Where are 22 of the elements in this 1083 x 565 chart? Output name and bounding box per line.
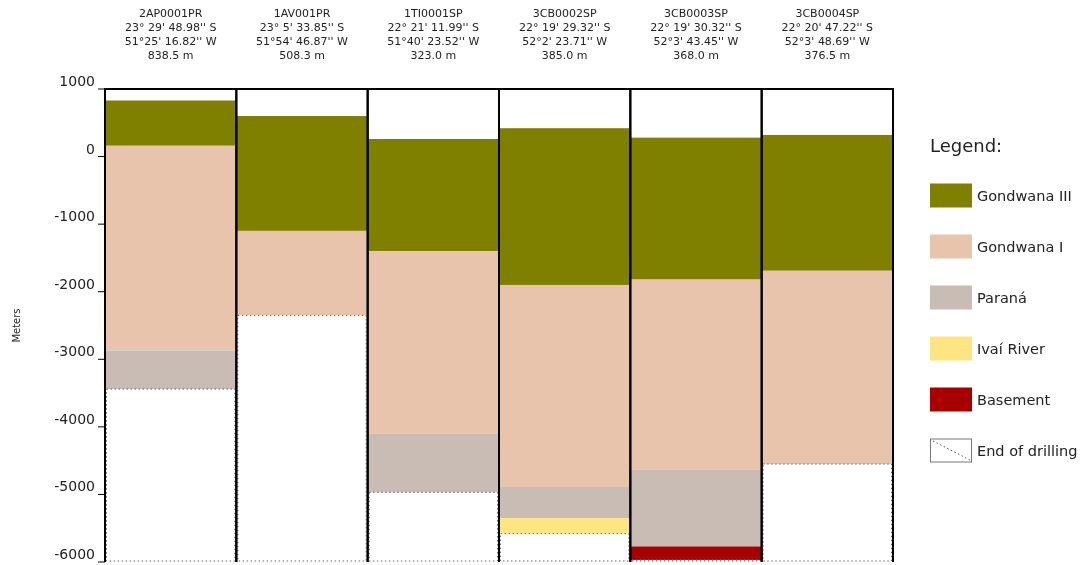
x-tick-label: 1TI0001SP 22° 21' 11.99'' S 51°40' 23.52'' W 323.0 m bbox=[387, 7, 480, 62]
legend-label: Ivaí River bbox=[977, 341, 1045, 357]
legend-label: Paraná bbox=[977, 290, 1027, 306]
y-tick-label: 1000 bbox=[59, 73, 95, 89]
legend-label: End of drilling bbox=[977, 443, 1078, 459]
x-tick-label: 3CB0003SP 22° 19' 30.32'' S 52°3' 43.45'' W 368.0 m bbox=[650, 7, 742, 62]
y-tick-label: -6000 bbox=[54, 546, 95, 562]
y-tick-label: -4000 bbox=[54, 410, 95, 427]
y-tick-label: -3000 bbox=[54, 343, 95, 360]
legend-label: Basement bbox=[977, 392, 1051, 408]
y-tick-label: -5000 bbox=[54, 478, 95, 495]
x-tick-label: 1AV001PR 23° 5' 33.85'' S 51°54' 46.87'' W 508.3 m bbox=[256, 7, 349, 62]
y-axis-title: Meters bbox=[11, 308, 22, 343]
x-tick-label: 2AP0001PR 23° 29' 48.98'' S 51°25' 16.82'' W 838.5 m bbox=[124, 7, 217, 62]
legend-title: Legend: bbox=[930, 135, 1003, 156]
x-tick-label: 3CB0002SP 22° 19' 29.32'' S 52°2' 23.71'' W 385.0 m bbox=[518, 7, 611, 62]
y-tick-label: -2000 bbox=[54, 275, 95, 292]
y-tick-label: 0 bbox=[86, 140, 95, 157]
legend-label: Gondwana I bbox=[977, 239, 1064, 255]
y-tick-label: -1000 bbox=[54, 208, 95, 225]
x-tick-label: 3CB0004SP 22° 20' 47.22'' S 52°3' 48.69'' W 376.5 m bbox=[781, 7, 874, 62]
legend-label: Gondwana III bbox=[977, 188, 1072, 204]
